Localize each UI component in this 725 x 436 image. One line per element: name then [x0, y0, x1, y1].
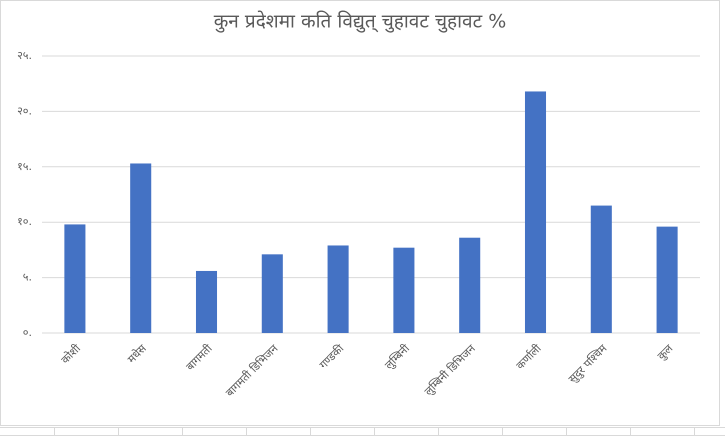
y-tick-label: २०.: [17, 104, 32, 117]
y-tick-label: ५.: [23, 271, 32, 284]
y-tick-label: १५.: [17, 160, 32, 173]
bar: [195, 270, 218, 333]
y-tick-label: ०.: [23, 326, 32, 339]
bar: [656, 226, 678, 333]
chart-title: कुन प्रदेशमा कति विद्युत् चुहावट चुहावट …: [214, 10, 507, 34]
y-tick-label: १०.: [17, 215, 32, 228]
bar: [130, 163, 152, 333]
bar: [261, 254, 283, 333]
bar: [590, 205, 612, 333]
bar: [459, 237, 481, 333]
bar: [327, 245, 349, 333]
bar: [393, 247, 415, 333]
sheet-cells: [0, 427, 725, 436]
bar: [64, 224, 86, 333]
bar: [524, 91, 547, 334]
y-tick-label: २५.: [17, 49, 32, 62]
